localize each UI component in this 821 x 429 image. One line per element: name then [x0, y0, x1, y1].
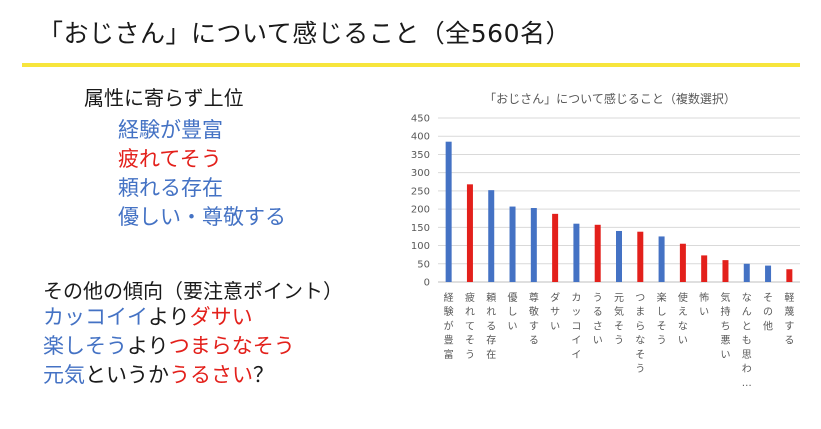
x-tick-label: 優しい — [508, 291, 518, 332]
bar-chart: 「おじさん」について感じること（複数選択） 0 50 100 150 200 250 300… — [411, 91, 800, 389]
title-underline — [22, 63, 800, 67]
trend-segment: つまらなそう — [168, 334, 295, 358]
trend-segment: ？ — [253, 363, 274, 387]
attribute-item: 疲れてそう — [118, 147, 222, 171]
trends-lines: カッコイイよりダサい 楽しそうよりつまらなそう 元気というかうるさい？ — [43, 303, 295, 390]
y-axis-ticks: 0 50 100 150 200 250 300 350 400 450 — [411, 114, 430, 289]
trend-line: 元気というかうるさい？ — [43, 361, 295, 390]
bar — [743, 263, 750, 282]
x-tick-label: つまらなそう — [635, 293, 645, 375]
trend-segment: というか — [85, 363, 169, 387]
bar — [616, 230, 622, 282]
bar — [530, 208, 537, 282]
page-title: 「おじさん」について感じること（全560名） — [38, 19, 571, 48]
bar — [552, 213, 559, 282]
y-tick-label: 0 — [424, 278, 430, 289]
bar — [509, 206, 516, 282]
trend-line: カッコイイよりダサい — [43, 303, 295, 332]
y-tick-label: 350 — [411, 150, 430, 161]
attribute-item: 頼れる存在 — [118, 176, 223, 200]
x-tick-label: 気持ち悪い — [720, 291, 730, 361]
trend-segment: 楽しそう — [43, 334, 127, 358]
y-tick-label: 150 — [411, 223, 430, 234]
bar — [722, 260, 729, 282]
x-tick-label: 経験が豊富 — [444, 291, 454, 361]
attribute-item: 優しい・尊敬する — [118, 205, 286, 229]
x-tick-label: 頼れる存在 — [486, 292, 496, 361]
trend-segment: 元気 — [43, 363, 85, 387]
bar — [658, 236, 665, 282]
bar — [765, 265, 772, 282]
y-tick-label: 300 — [411, 168, 430, 179]
bar — [701, 255, 708, 282]
bar — [786, 269, 793, 282]
bar — [637, 231, 644, 282]
y-tick-label: 250 — [411, 186, 430, 197]
attribute-item: 経験が豊富 — [118, 118, 223, 142]
y-tick-label: 50 — [417, 259, 430, 270]
x-tick-label: 尊敬する — [529, 291, 539, 347]
chart-title: 「おじさん」について感じること（複数選択） — [484, 91, 736, 106]
bar — [573, 223, 580, 282]
trend-line: 楽しそうよりつまらなそう — [43, 332, 295, 361]
bar — [466, 184, 473, 282]
x-tick-label: その他 — [763, 292, 773, 332]
trend-segment: ダサい — [189, 305, 253, 329]
trend-segment: カッコイイ — [43, 305, 148, 329]
x-tick-label: 楽しそう — [657, 291, 667, 347]
bar — [594, 224, 601, 282]
bar — [445, 141, 452, 282]
x-axis-labels: 経験が豊富 疲れてそう 頼れる存在 優しい 尊敬する ダサい カッコイイ うるさい 元気そう つま… — [444, 291, 795, 389]
bar — [488, 190, 495, 282]
y-tick-label: 100 — [411, 241, 430, 252]
x-tick-label: 使えない — [678, 291, 688, 347]
x-tick-label: うるさい — [593, 292, 603, 347]
y-tick-label: 400 — [411, 132, 430, 143]
x-tick-label: 疲れてそう — [465, 291, 475, 361]
x-tick-label: 軽蔑する — [784, 292, 794, 347]
x-tick-label: 怖い — [699, 291, 709, 318]
y-tick-label: 200 — [411, 205, 430, 216]
attributes-list: 経験が豊富 疲れてそう 頼れる存在 優しい・尊敬する — [118, 116, 286, 232]
bar — [679, 243, 686, 282]
x-tick-label: なんとも思わ… — [742, 292, 752, 389]
trends-heading: その他の傾向（要注意ポイント） — [43, 279, 343, 303]
y-tick-label: 450 — [411, 114, 430, 125]
chart-bars — [445, 141, 793, 282]
trend-segment: より — [127, 334, 169, 358]
attributes-heading: 属性に寄らず上位 — [84, 86, 244, 110]
trend-segment: うるさい — [169, 363, 253, 387]
x-tick-label: 元気そう — [614, 293, 624, 347]
chart-grid — [438, 117, 800, 283]
x-tick-label: ダサい — [550, 291, 560, 332]
x-tick-label: カッコイイ — [571, 292, 581, 361]
trend-segment: より — [148, 305, 190, 329]
